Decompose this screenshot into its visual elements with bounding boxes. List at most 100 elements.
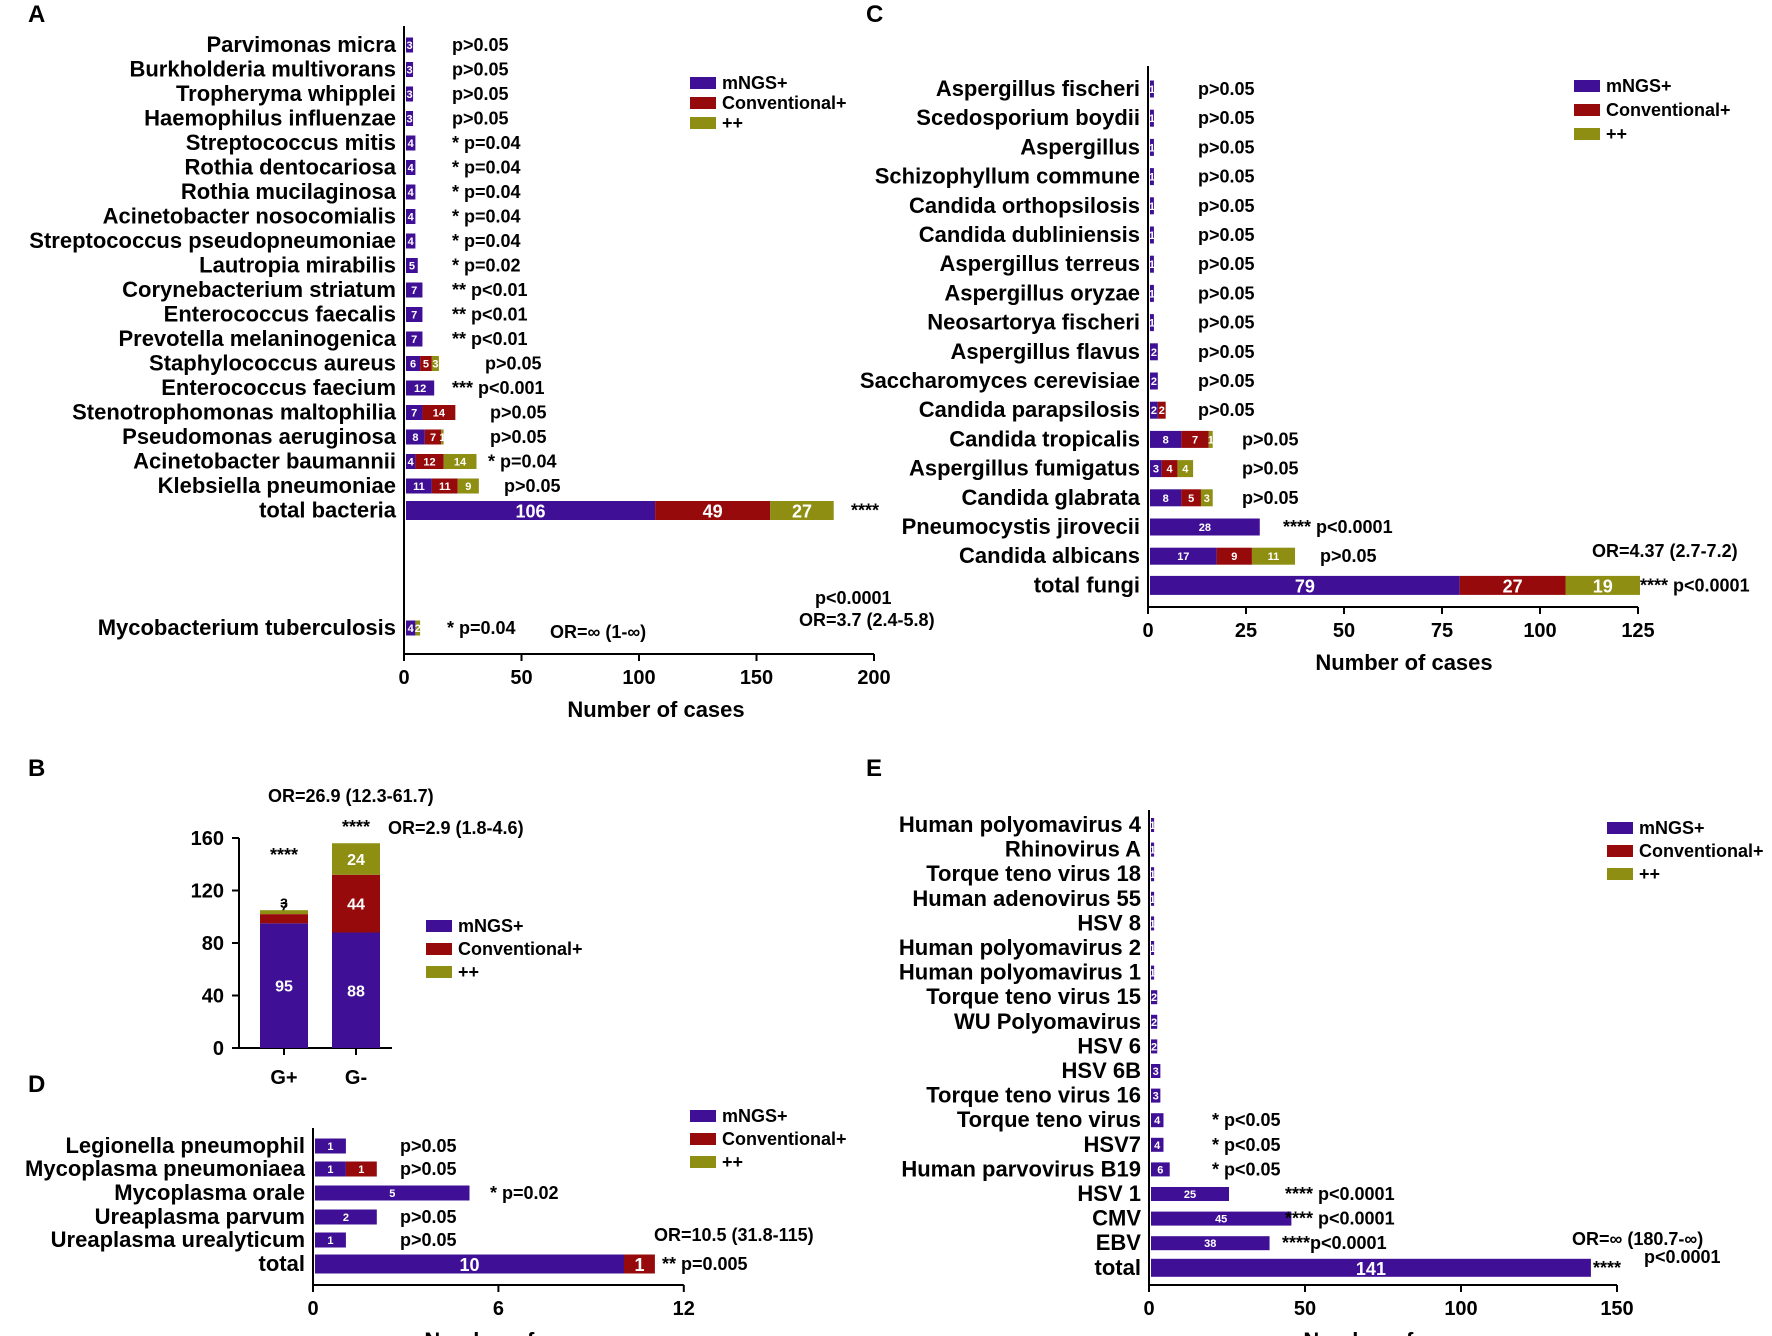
category-label: Scedosporium boydii bbox=[916, 105, 1140, 130]
bar-value-label: 25 bbox=[1184, 1189, 1196, 1201]
significance-label: p>0.05 bbox=[485, 354, 542, 374]
bar-value-label: 1 bbox=[327, 1141, 333, 1153]
bar-value-label: 2 bbox=[1151, 1041, 1157, 1053]
odds-ratio-d: OR=10.5 (31.8-115) bbox=[654, 1225, 814, 1245]
category-label: Aspergillus oryzae bbox=[944, 280, 1140, 305]
bar-value-label: 4 bbox=[408, 212, 415, 224]
bar-segment bbox=[420, 356, 432, 371]
category-label: Aspergillus flavus bbox=[950, 339, 1140, 364]
bar-value-label: 11 bbox=[413, 481, 425, 493]
bar-segment bbox=[406, 331, 423, 347]
category-label: Schizophyllum commune bbox=[875, 164, 1140, 189]
bar-value-label: 7 bbox=[411, 408, 417, 420]
bar-value-label: 1 bbox=[1149, 943, 1155, 955]
bar-segment bbox=[406, 429, 425, 445]
bar-value-label: 7 bbox=[411, 310, 417, 322]
bar-value-label: 8 bbox=[1163, 493, 1169, 505]
x-tick-label-C: 125 bbox=[1621, 620, 1654, 642]
significance-label: p>0.05 bbox=[1198, 400, 1255, 420]
x-tick-label-C: 75 bbox=[1431, 620, 1453, 642]
panel-letter-b: B bbox=[28, 755, 45, 782]
panel-letter-e: E bbox=[866, 755, 882, 782]
bar-segment bbox=[406, 307, 423, 322]
bar-value-label: 1 bbox=[327, 1164, 333, 1176]
category-label: Burkholderia multivorans bbox=[129, 57, 396, 82]
category-label: Parvimonas micra bbox=[206, 32, 396, 57]
x-axis-title-D: Number of cases bbox=[424, 1328, 601, 1336]
bar-segment bbox=[406, 501, 656, 520]
panel-letter-c: C bbox=[866, 1, 883, 28]
bar-value-label: 12 bbox=[414, 383, 426, 395]
bar-segment bbox=[332, 874, 380, 933]
bar-segment bbox=[1151, 1137, 1164, 1152]
bar-segment bbox=[415, 620, 421, 636]
legend-label-d-0: mNGS+ bbox=[722, 1106, 788, 1126]
category-label: Aspergillus bbox=[1020, 134, 1140, 159]
significance-label: p>0.05 bbox=[1198, 313, 1255, 333]
significance-label: * p<0.05 bbox=[1212, 1135, 1281, 1155]
legend-label-b-0: mNGS+ bbox=[458, 916, 524, 936]
bar-value-label: 3 bbox=[1204, 493, 1210, 505]
bar-segment bbox=[770, 501, 834, 520]
category-label: Stenotrophomonas maltophilia bbox=[72, 400, 397, 425]
bar-segment bbox=[1151, 1187, 1229, 1201]
category-label: Acinetobacter nosocomialis bbox=[103, 204, 396, 229]
y-tick-label-B: 120 bbox=[191, 881, 224, 903]
significance-label: * p=0.04 bbox=[452, 133, 521, 153]
x-tick-label-E: 0 bbox=[1143, 1298, 1154, 1320]
legend-label-b-1: Conventional+ bbox=[458, 939, 583, 959]
odds-ratio-b-gminus: OR=2.9 (1.8-4.6) bbox=[388, 818, 524, 838]
pvalue-total-bacteria: p<0.0001 bbox=[815, 588, 892, 608]
bar-value-label: 4 bbox=[408, 138, 415, 150]
bar-segment bbox=[1151, 1039, 1158, 1054]
legend-label-a-1: Conventional+ bbox=[722, 93, 847, 113]
significance-label: p>0.05 bbox=[452, 109, 509, 129]
significance-label: p>0.05 bbox=[1242, 459, 1299, 479]
category-label: Mycoplasma orale bbox=[114, 1180, 305, 1205]
category-label: Torque teno virus bbox=[957, 1107, 1141, 1132]
x-tick-label-D: 12 bbox=[673, 1298, 695, 1320]
category-label: EBV bbox=[1096, 1230, 1142, 1255]
bar-segment bbox=[422, 405, 456, 420]
bar-value-label: 1 bbox=[1149, 84, 1155, 96]
bar-segment bbox=[443, 454, 477, 469]
bar-segment bbox=[1150, 168, 1154, 186]
category-label: Haemophilus influenzae bbox=[144, 106, 396, 131]
legend-label-c-2: ++ bbox=[1606, 124, 1627, 144]
x-tick-label-A: 100 bbox=[622, 667, 655, 689]
bar-value-label: 95 bbox=[275, 979, 293, 996]
bar-value-label: 4 bbox=[408, 163, 415, 175]
bar-value-label: 1 bbox=[1149, 142, 1155, 154]
bar-value-label: 8 bbox=[1163, 434, 1169, 446]
bar-value-label: 1 bbox=[1149, 318, 1155, 330]
significance-label: *** p<0.001 bbox=[452, 378, 545, 398]
significance-label-B: **** bbox=[270, 845, 298, 865]
category-label: WU Polyomavirus bbox=[954, 1009, 1141, 1034]
odds-ratio-b-gplus: OR=26.9 (12.3-61.7) bbox=[268, 786, 434, 806]
bar-value-label: 5 bbox=[389, 1188, 395, 1200]
bar-segment bbox=[1200, 489, 1213, 507]
bar-segment bbox=[1181, 430, 1209, 448]
bar-value-label: 2 bbox=[1151, 1017, 1157, 1029]
bar-value-label: 1 bbox=[1149, 968, 1155, 980]
bar-value-label: 3 bbox=[406, 65, 412, 77]
x-tick-label-A: 200 bbox=[857, 667, 890, 689]
legend-label-e-2: ++ bbox=[1639, 864, 1660, 884]
bar-value-label: 2 bbox=[1151, 992, 1157, 1004]
odds-ratio-fungi: OR=4.37 (2.7-7.2) bbox=[1592, 541, 1738, 561]
significance-label: * p=0.04 bbox=[452, 182, 521, 202]
bar-value-label: 6 bbox=[410, 359, 416, 371]
category-label: Tropheryma whipplei bbox=[176, 81, 396, 106]
significance-label: p>0.05 bbox=[1242, 488, 1299, 508]
category-label: Corynebacterium striatum bbox=[122, 277, 396, 302]
bar-value-label: 7 bbox=[1192, 434, 1198, 446]
category-label: Candida albicans bbox=[959, 543, 1140, 568]
bar-segment bbox=[406, 233, 416, 249]
bar-segment bbox=[406, 160, 416, 175]
bar-segment bbox=[406, 356, 421, 371]
significance-label: ** p<0.01 bbox=[452, 280, 528, 300]
bar-value-label: 7 bbox=[411, 285, 417, 297]
bar-segment bbox=[1151, 891, 1155, 906]
bar-segment bbox=[260, 923, 308, 1048]
category-label: HSV 6B bbox=[1062, 1058, 1141, 1083]
